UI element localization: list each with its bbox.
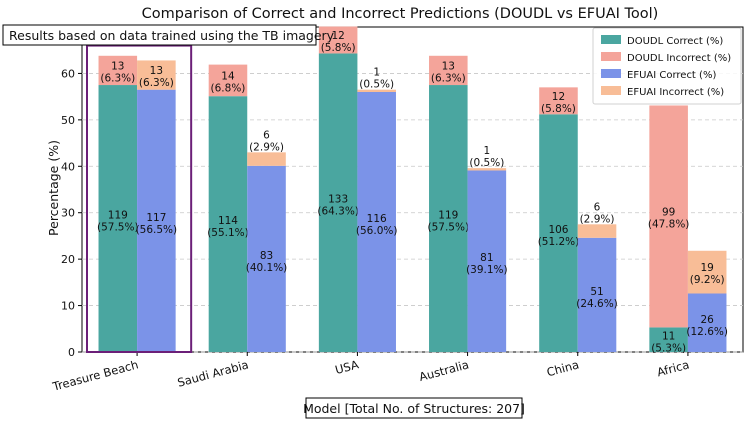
x-tick-label: Saudi Arabia xyxy=(176,357,250,389)
bar-doudl-correct xyxy=(429,85,468,353)
y-tick-label: 50 xyxy=(61,114,75,127)
x-tick-label: USA xyxy=(334,357,361,377)
bar-efuai-correct xyxy=(357,92,396,352)
bar-efuai-correct xyxy=(137,89,176,352)
data-label: 119 (57.5%) xyxy=(428,210,470,234)
bar-efuai-incorrect xyxy=(467,168,507,171)
bar-efuai-incorrect xyxy=(357,89,396,92)
legend-label: DOUDL Correct (%) xyxy=(627,36,723,47)
data-label: 19 (9.2%) xyxy=(690,262,725,286)
legend-label: EFUAI Incorrect (%) xyxy=(627,87,724,98)
data-label: 83 (40.1%) xyxy=(246,250,288,274)
y-tick-label: 10 xyxy=(61,300,75,313)
bar-doudl-incorrect xyxy=(649,105,688,328)
x-axis-label-box: Model [Total No. of Structures: 207] xyxy=(303,397,525,419)
data-label: 26 (12.6%) xyxy=(686,314,728,338)
data-label: 1 (0.5%) xyxy=(359,67,394,91)
data-label: 99 (47.8%) xyxy=(648,206,690,230)
bar-doudl-incorrect xyxy=(429,55,468,86)
data-label: 13 (6.3%) xyxy=(431,60,466,84)
bars-group: 119 (57.5%) 13 (6.3%) 117 (56.5%) 13 (6.3%) 114(… xyxy=(97,26,728,355)
legend: DOUDL Correct (%) DOUDL Incorrect (%) EFUA… xyxy=(592,27,742,105)
y-tick-label: 60 xyxy=(61,67,75,80)
x-tick-label: Africa xyxy=(655,357,690,379)
y-tick-label: 0 xyxy=(68,346,75,359)
legend-swatch xyxy=(601,69,621,78)
y-axis: 0 10 20 30 40 50 60 xyxy=(61,67,82,359)
gridlines xyxy=(82,73,743,353)
data-label: 116 (56.0%) xyxy=(356,213,398,237)
legend-label: DOUDL Incorrect (%) xyxy=(627,53,731,64)
x-axis: Treasure Beach Saudi Arabia USA Australia Ch… xyxy=(50,352,691,394)
bar-doudl-correct xyxy=(539,114,578,353)
legend-frame xyxy=(592,27,742,105)
bar-efuai-correct xyxy=(247,165,286,352)
data-label: 81 (39.1%) xyxy=(466,252,508,276)
data-label: 6 (2.9%) xyxy=(249,129,284,153)
data-label: 12 (5.8%) xyxy=(541,91,576,115)
chart-title: Comparison of Correct and Incorrect Pred… xyxy=(142,6,659,22)
bar-doudl-correct xyxy=(208,96,248,352)
data-label: 12 (5.8%) xyxy=(321,30,356,54)
y-tick-label: 40 xyxy=(61,160,75,173)
bar-doudl-correct xyxy=(649,327,688,352)
bar-doudl-incorrect xyxy=(539,87,578,115)
bar-efuai-correct xyxy=(467,170,507,352)
data-label: 133 (64.3%) xyxy=(317,194,359,218)
data-label: 51 (24.6%) xyxy=(576,286,618,310)
annotation-box: Results based on data trained using the … xyxy=(2,24,335,46)
y-tick-label: 20 xyxy=(61,253,75,266)
data-label: 114 (55.1%) xyxy=(207,215,249,239)
x-tick-label: Treasure Beach xyxy=(50,357,140,394)
annotation-text: Results based on data trained using the … xyxy=(9,28,335,43)
highlight-group xyxy=(86,44,193,353)
bar-efuai-correct xyxy=(687,293,727,352)
x-axis-label: Model [Total No. of Structures: 207] xyxy=(303,401,525,416)
bar-efuai-incorrect xyxy=(247,152,286,166)
data-label: 11 (5.3%) xyxy=(651,331,686,355)
data-label: 106 (51.2%) xyxy=(538,224,580,248)
legend-swatch xyxy=(601,35,621,44)
bar-efuai-incorrect xyxy=(687,250,727,294)
bar-efuai-incorrect xyxy=(137,60,176,90)
highlight-box xyxy=(86,44,193,353)
bar-doudl-correct xyxy=(98,85,138,353)
bar-doudl-correct xyxy=(318,53,358,352)
data-label: 14 (6.8%) xyxy=(211,70,246,94)
legend-label: EFUAI Correct (%) xyxy=(627,70,716,81)
data-label: 119 (57.5%) xyxy=(97,210,139,234)
bar-efuai-correct xyxy=(577,237,617,352)
x-tick-label: China xyxy=(545,357,580,379)
legend-swatch xyxy=(601,52,621,61)
y-tick-label: 30 xyxy=(61,207,75,220)
data-label: 13 (6.3%) xyxy=(100,60,135,84)
data-label: 13 (6.3%) xyxy=(139,65,174,89)
y-axis-label: Percentage (%) xyxy=(46,140,61,236)
data-label: 117 (56.5%) xyxy=(136,212,178,236)
bar-efuai-incorrect xyxy=(577,224,617,238)
bar-doudl-incorrect xyxy=(208,64,248,97)
bar-doudl-incorrect xyxy=(98,55,138,86)
data-label: 6 (2.9%) xyxy=(580,201,615,225)
bar-doudl-incorrect xyxy=(318,26,358,54)
legend-swatch xyxy=(601,86,621,95)
x-tick-label: Australia xyxy=(418,357,471,384)
data-label: 1 (0.5%) xyxy=(469,145,504,169)
